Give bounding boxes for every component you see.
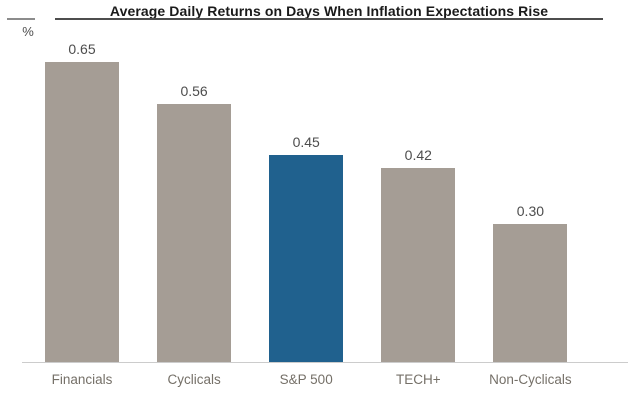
value-label-tech: 0.42 [404, 147, 432, 163]
value-label-financials: 0.65 [68, 41, 96, 57]
chart-title: Average Daily Returns on Days When Infla… [109, 3, 549, 19]
value-label-s-p-500: 0.45 [292, 134, 320, 150]
category-label-cyclicals: Cyclicals [167, 372, 221, 387]
bar-cyclicals [157, 104, 232, 362]
category-label-s-p-500: S&P 500 [279, 372, 333, 387]
value-label-non-cyclicals: 0.30 [516, 203, 545, 219]
category-label-non-cyclicals: Non-Cyclicals [489, 372, 572, 387]
bar-s-p-500 [269, 155, 344, 362]
x-axis-baseline [22, 362, 628, 363]
bar-tech [381, 168, 456, 362]
bar-financials [45, 62, 119, 362]
category-label-tech: TECH+ [395, 372, 441, 387]
title-underline [55, 18, 603, 20]
bar-non-cyclicals [493, 224, 568, 362]
axis-unit-label: % [22, 24, 34, 39]
axis-unit-rule [7, 18, 35, 20]
value-label-cyclicals: 0.56 [180, 83, 208, 99]
category-label-financials: Financials [51, 372, 113, 387]
